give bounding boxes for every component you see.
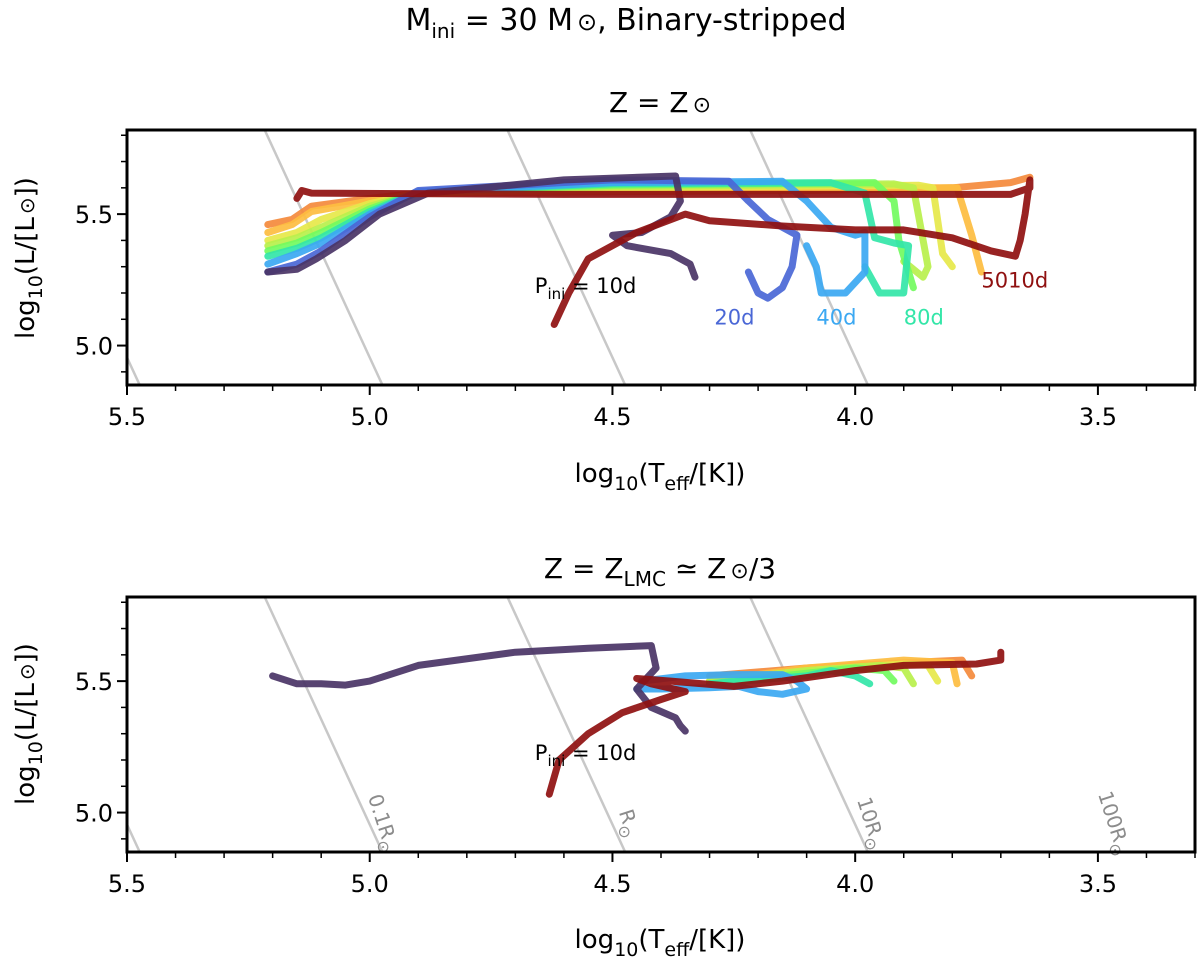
x-tick-label: 4.5 <box>593 403 631 431</box>
annotations: Pini = 10d <box>535 741 637 770</box>
y-tick-label: 5.0 <box>75 800 113 828</box>
series-annotation: 40d <box>816 306 856 330</box>
annotations: Pini = 10d 20d 40d 80d 5010d <box>535 269 1048 330</box>
x-axis-label: log10(Teff/[K]) <box>575 459 746 495</box>
iso-radius-label: 100R⊙ <box>1088 788 1136 859</box>
iso-radius-line <box>263 597 384 852</box>
x-tick-label: 5.0 <box>351 403 389 431</box>
x-axis-label: log10(Teff/[K]) <box>575 925 746 960</box>
x-tick-label: 3.5 <box>1079 870 1117 898</box>
iso-radius-line <box>263 130 384 385</box>
iso-radius-line <box>506 130 627 385</box>
iso-radius-lines <box>127 597 870 852</box>
panel-bottom: Z = ZLMC ≃ Z ⊙/3 0.1R⊙R⊙ 10R⊙ 100R⊙ 5.5 5.0 4… <box>11 552 1197 960</box>
y-tick-label: 5.0 <box>75 333 113 361</box>
series-annotation: 5010d <box>981 269 1048 293</box>
x-tick-label: 5.5 <box>108 870 146 898</box>
x-tick-label: 5.5 <box>108 403 146 431</box>
panel-top-title: Z = Z ⊙ <box>609 86 711 119</box>
y-axis-label: log10(L/[L⊙]) <box>11 177 47 339</box>
series-group <box>264 172 1034 328</box>
series-line <box>633 671 811 698</box>
x-tick-label: 4.0 <box>836 403 874 431</box>
series-line <box>269 642 689 735</box>
axis-ticks: 5.5 5.0 4.5 4.0 3.5 5.0 5.5 <box>75 134 1196 431</box>
y-tick-label: 5.5 <box>75 201 113 229</box>
series-line <box>264 172 699 281</box>
axis-ticks: 5.5 5.0 4.5 4.0 3.5 5.0 5.5 <box>75 601 1196 898</box>
iso-radius-labels: 0.1R⊙R⊙ 10R⊙ 100R⊙ <box>358 788 1136 859</box>
series-annotation: Pini = 10d <box>535 741 637 770</box>
x-tick-label: 3.5 <box>1079 403 1117 431</box>
series-annotation: 80d <box>904 306 944 330</box>
iso-radius-label: R⊙ <box>609 806 645 841</box>
y-axis-label: log10(L/[L⊙]) <box>11 643 47 805</box>
iso-radius-line <box>748 597 870 852</box>
series-line <box>545 648 1005 798</box>
series-group <box>269 642 1005 798</box>
x-tick-label: 4.5 <box>593 870 631 898</box>
iso-radius-label: 0.1R⊙ <box>358 791 404 856</box>
y-tick-label: 5.5 <box>75 668 113 696</box>
series-line <box>264 176 801 302</box>
figure-title: Mini = 30 M ⊙, Binary-stripped <box>405 3 846 43</box>
series-annotation: 20d <box>714 306 754 330</box>
series-annotation: Pini = 10d <box>535 274 637 303</box>
x-tick-label: 4.0 <box>836 870 874 898</box>
plot-frame <box>125 595 1197 854</box>
series-line <box>264 179 913 297</box>
iso-radius-lines <box>127 130 870 385</box>
series-line <box>293 176 1034 328</box>
panel-top: Z = Z ⊙ 5.5 5.0 4.5 4.0 3.5 5.0 5.5 Pini = 10d 2… <box>11 86 1197 495</box>
series-line <box>264 177 869 297</box>
iso-radius-line <box>506 597 627 852</box>
x-tick-label: 5.0 <box>351 870 389 898</box>
panel-bottom-title: Z = ZLMC ≃ Z ⊙/3 <box>544 552 776 591</box>
